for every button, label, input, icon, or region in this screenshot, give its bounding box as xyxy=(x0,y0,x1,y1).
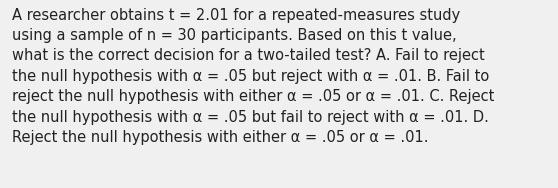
Text: A researcher obtains t = 2.01 for a repeated-measures study
using a sample of n : A researcher obtains t = 2.01 for a repe… xyxy=(12,8,494,145)
